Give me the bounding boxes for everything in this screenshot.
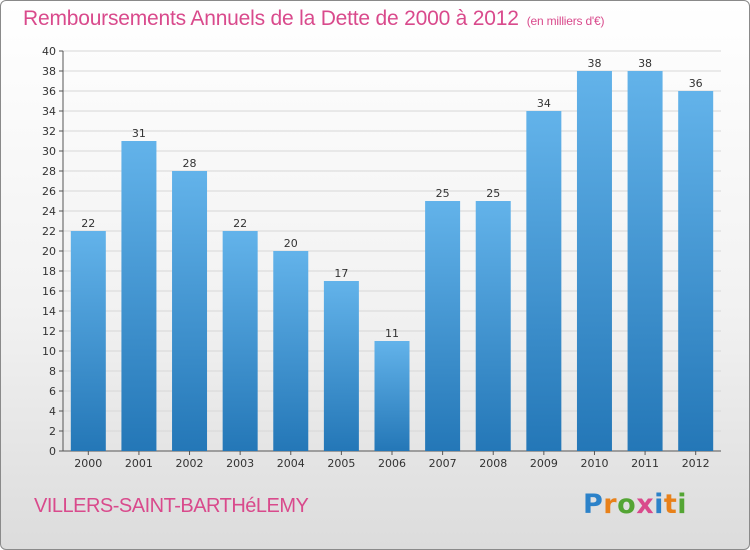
y-tick-label: 32 [42, 125, 56, 138]
data-label-2012: 36 [689, 77, 703, 90]
bars [70, 71, 714, 451]
data-labels: 22 31 28 22 20 17 11 25 25 34 38 38 36 [81, 57, 702, 340]
bar-2004 [273, 251, 309, 451]
data-label-2002: 28 [183, 157, 197, 170]
bar-2005 [323, 281, 359, 451]
x-tick-label-2012: 2012 [682, 457, 710, 470]
x-tick-label-2010: 2010 [580, 457, 608, 470]
y-tick-label: 22 [42, 225, 56, 238]
bar-2011 [627, 71, 663, 451]
x-tick-label-2009: 2009 [530, 457, 558, 470]
data-label-2008: 25 [486, 187, 500, 200]
x-tick-label-2011: 2011 [631, 457, 659, 470]
data-label-2010: 38 [587, 57, 601, 70]
logo-letter: t [663, 489, 678, 520]
commune-name: VILLERS-SAINT-BARTHéLEMY [34, 495, 309, 517]
bar-2008 [475, 201, 511, 451]
y-tick-label: 38 [42, 65, 56, 78]
y-tick-label: 12 [42, 325, 56, 338]
bar-2001 [121, 141, 157, 451]
chart-title-text: Remboursements Annuels de la Dette de 20… [23, 7, 519, 30]
logo-letter: i [654, 489, 664, 520]
y-tick-label: 14 [42, 305, 56, 318]
x-tick-label-2001: 2001 [125, 457, 153, 470]
data-label-2006: 11 [385, 327, 399, 340]
y-tick-label: 0 [49, 445, 56, 458]
logo-letter: o [617, 489, 637, 520]
data-label-2005: 17 [334, 267, 348, 280]
x-tick-label-2007: 2007 [429, 457, 457, 470]
y-tick-label: 16 [42, 285, 56, 298]
y-tick-label: 26 [42, 185, 56, 198]
y-tick-label: 28 [42, 165, 56, 178]
bar-2010 [576, 71, 612, 451]
y-tick-label: 18 [42, 265, 56, 278]
y-tick-label: 4 [49, 405, 56, 418]
y-tick-label: 36 [42, 85, 56, 98]
y-tick-label: 6 [49, 385, 56, 398]
x-tick-label-2002: 2002 [176, 457, 204, 470]
logo-letter: P [583, 489, 604, 520]
data-label-2003: 22 [233, 217, 247, 230]
data-label-2001: 31 [132, 127, 146, 140]
chart-subtitle: (en milliers d'€) [526, 14, 605, 28]
x-tick-label-2003: 2003 [226, 457, 254, 470]
bar-2007 [425, 201, 461, 451]
logo-letter: r [603, 489, 618, 520]
y-tick-label: 40 [42, 45, 56, 58]
y-tick-label: 30 [42, 145, 56, 158]
data-label-2004: 20 [284, 237, 298, 250]
data-label-2000: 22 [81, 217, 95, 230]
logo-letter: i [677, 489, 688, 520]
bar-2000 [70, 231, 106, 451]
bar-2003 [222, 231, 258, 451]
y-tick-label: 20 [42, 245, 56, 258]
bar-2012 [678, 91, 714, 451]
x-tick-label-2004: 2004 [277, 457, 305, 470]
x-tick-label-2008: 2008 [479, 457, 507, 470]
bar-2002 [172, 171, 208, 451]
x-tick-label-2005: 2005 [327, 457, 355, 470]
chart-title: Remboursements Annuels de la Dette de 20… [23, 7, 604, 31]
y-tick-label: 8 [49, 365, 56, 378]
x-tick-label-2000: 2000 [74, 457, 102, 470]
x-tick-label-2006: 2006 [378, 457, 406, 470]
y-tick-label: 10 [42, 345, 56, 358]
y-tick-label: 2 [49, 425, 56, 438]
bar-2006 [374, 341, 410, 451]
y-tick-label: 24 [42, 205, 56, 218]
proxiti-logo: Proxiti [583, 489, 687, 520]
bar-2009 [526, 111, 562, 451]
data-label-2009: 34 [537, 97, 551, 110]
data-label-2011: 38 [638, 57, 652, 70]
y-tick-label: 34 [42, 105, 56, 118]
logo-letter: x [636, 489, 655, 520]
data-label-2007: 25 [436, 187, 450, 200]
x-axis-ticks: 2000 2001 2002 2003 2004 2005 2006 2007 2008 2009… [74, 451, 710, 470]
